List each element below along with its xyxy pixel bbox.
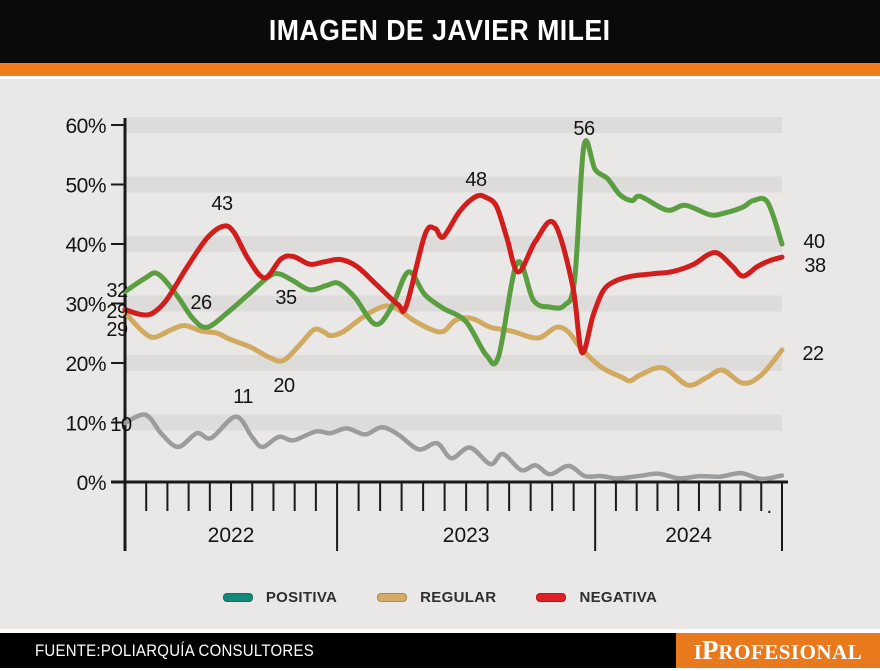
legend-item-negativa: NEGATIVA bbox=[536, 589, 657, 606]
svg-text:60%: 60% bbox=[65, 115, 106, 138]
svg-text:10%: 10% bbox=[65, 413, 106, 436]
svg-text:29: 29 bbox=[106, 319, 128, 341]
svg-text:20%: 20% bbox=[65, 353, 106, 376]
svg-text:30%: 30% bbox=[65, 294, 106, 317]
svg-text:26: 26 bbox=[190, 292, 212, 314]
svg-text:2024: 2024 bbox=[665, 524, 712, 547]
svg-text:20: 20 bbox=[273, 375, 295, 397]
x-axis-labels: 2022 2023 2024 bbox=[208, 524, 713, 547]
legend-swatch-regular bbox=[377, 593, 408, 602]
svg-text:40%: 40% bbox=[65, 234, 106, 257]
svg-text:48: 48 bbox=[465, 169, 487, 191]
svg-text:38: 38 bbox=[804, 255, 826, 277]
chart-background bbox=[0, 79, 880, 629]
axes bbox=[111, 118, 788, 551]
svg-text:40: 40 bbox=[803, 231, 825, 253]
series-line-regular bbox=[122, 303, 785, 388]
brand-logo-text: IPROFESIONAL bbox=[693, 635, 863, 665]
chart-legend: POSITIVA REGULAR NEGATIVA bbox=[0, 589, 880, 606]
svg-text:11: 11 bbox=[233, 386, 253, 408]
y-axis-labels: 0% 10% 20% 30% 40% 50% 60% bbox=[65, 115, 106, 495]
legend-item-regular: REGULAR bbox=[377, 589, 496, 606]
footer-bar: FUENTE:POLIARQUÍA CONSULTORES IPROFESION… bbox=[0, 633, 880, 668]
svg-text:56: 56 bbox=[573, 118, 595, 140]
legend-swatch-positiva bbox=[222, 593, 253, 602]
series-line-positiva bbox=[122, 138, 785, 367]
legend-label: REGULAR bbox=[420, 589, 497, 606]
legend-label: NEGATIVA bbox=[579, 589, 658, 606]
series-line-gray bbox=[122, 412, 785, 482]
brand-logo: IPROFESIONAL bbox=[676, 633, 880, 668]
svg-text:2022: 2022 bbox=[208, 524, 255, 547]
legend-item-positiva: POSITIVA bbox=[222, 589, 338, 606]
source-text: FUENTE:POLIARQUÍA CONSULTORES bbox=[35, 640, 314, 660]
legend-swatch-negativa bbox=[536, 593, 567, 602]
svg-text:0%: 0% bbox=[77, 472, 106, 495]
svg-text:43: 43 bbox=[211, 193, 233, 215]
page-title: IMAGEN DE JAVIER MILEI bbox=[269, 15, 611, 47]
svg-text:32: 32 bbox=[106, 280, 128, 302]
legend-label: POSITIVA bbox=[265, 589, 338, 606]
svg-text:10: 10 bbox=[110, 414, 132, 436]
svg-text:22: 22 bbox=[802, 343, 824, 365]
svg-text:29: 29 bbox=[106, 301, 128, 323]
series-line-negativa bbox=[122, 192, 785, 356]
svg-text:2023: 2023 bbox=[443, 524, 490, 547]
svg-text:35: 35 bbox=[275, 287, 297, 309]
svg-text:.: . bbox=[766, 496, 771, 518]
svg-text:50%: 50% bbox=[65, 175, 106, 198]
orange-accent-stripe bbox=[0, 63, 880, 76]
header-bar: IMAGEN DE JAVIER MILEI bbox=[0, 0, 880, 63]
